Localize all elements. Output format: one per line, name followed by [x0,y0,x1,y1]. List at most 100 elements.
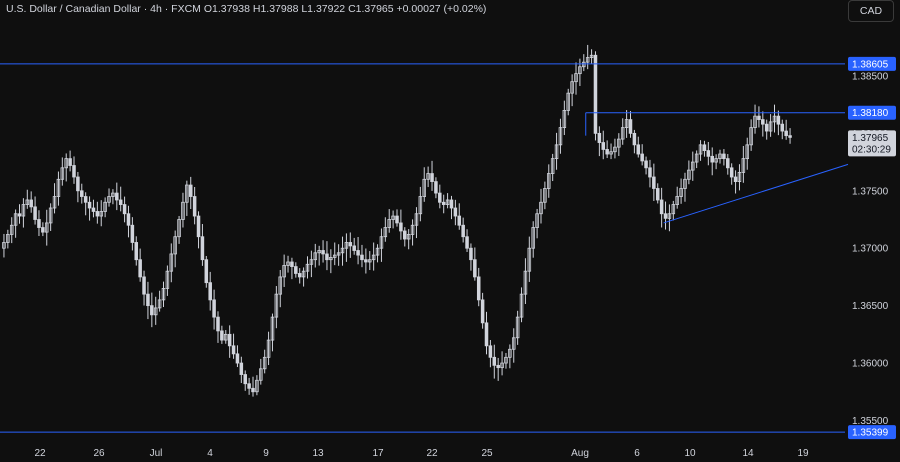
candle-body-78 [305,263,310,272]
ohlc-low: L1.37922 [301,3,346,15]
candle-body-32 [126,213,131,226]
candle-body-19 [76,176,80,192]
candle-body-56 [220,330,224,341]
candle-body-7 [29,199,33,208]
candle-body-12 [48,207,53,224]
candle-body-81 [317,250,321,254]
level-badge-label-0: 1.38605 [852,59,889,70]
chart-header: U.S. Dollar / Canadian Dollar · 4h · FXC… [6,3,486,15]
candle-body-122 [476,276,481,301]
candle-body-160 [624,119,629,129]
candle-body-183 [714,158,718,163]
candle-body-4 [17,213,22,217]
candle-body-84 [329,256,333,261]
candle-body-24 [95,211,100,217]
candle-body-21 [83,196,88,203]
candle-body-129 [504,356,508,364]
candle-body-98 [383,227,388,238]
candle-body-127 [496,364,500,369]
candle-body-201 [784,130,788,137]
candle-body-111 [434,181,438,194]
candle-body-82 [321,250,325,255]
currency-button[interactable]: CAD [848,0,894,22]
candle-body-95 [371,254,376,261]
candle-body-199 [776,115,781,125]
ohlc-high: H1.37988 [252,3,299,15]
candle-body-17 [68,158,72,166]
candle-body-104 [406,234,411,240]
candle-body-31 [122,204,127,215]
candle-body-92 [360,254,364,261]
candle-body-118 [461,224,465,238]
candle-body-0 [2,242,6,249]
candle-body-50 [196,215,201,238]
candle-body-27 [107,196,111,203]
candle-body-167 [652,176,656,189]
candle-body-116 [453,207,458,217]
candle-body-58 [227,333,232,347]
candle-body-109 [426,173,430,180]
candle-body-2 [9,224,14,235]
candle-body-30 [118,199,123,205]
candle-body-80 [313,252,318,261]
candle-body-194 [757,115,761,120]
candle-body-22 [87,201,92,209]
x-tick-label-1: 26 [93,448,105,459]
candle-body-126 [492,356,497,366]
candle-body-102 [399,222,403,232]
candle-body-172 [671,204,676,215]
candle-body-46 [181,201,185,220]
candle-body-83 [325,253,329,261]
candle-body-185 [722,153,726,160]
x-tick-label-12: 14 [742,448,754,459]
candle-body-200 [780,123,785,132]
candle-body-186 [726,158,730,169]
candle-body-141 [550,158,555,174]
candle-body-6 [25,199,30,205]
candle-body-188 [733,176,738,182]
y-tick-label-4: 1.36500 [852,301,889,312]
candle-body-15 [60,167,65,180]
candle-body-28 [111,192,115,197]
candle-body-151 [589,54,594,58]
candle-body-156 [609,151,613,155]
candle-body-89 [348,242,353,247]
candle-body-166 [648,167,652,178]
candle-body-154 [601,142,606,150]
candle-body-179 [698,144,703,155]
candle-body-42 [165,270,170,289]
candle-body-132 [515,316,520,339]
x-tick-label-11: 10 [684,448,696,459]
candle-body-180 [702,144,707,151]
candle-body-51 [200,236,205,261]
candle-body-144 [562,109,567,129]
candle-body-67 [262,356,267,370]
candle-body-86 [336,252,341,256]
candle-body-25 [99,211,103,217]
candle-body-34 [134,242,139,261]
candle-body-107 [418,196,423,215]
candle-body-130 [508,348,512,358]
candle-body-163 [636,144,641,155]
candle-body-37 [146,293,150,307]
candle-body-3 [13,213,18,226]
candle-body-162 [632,132,637,146]
candle-body-75 [294,266,298,274]
candle-body-114 [445,199,450,205]
x-tick-label-4: 9 [263,448,269,459]
candle-body-48 [188,184,193,197]
level-badge-2 [848,425,896,440]
candle-body-18 [72,165,76,178]
candle-body-123 [480,299,485,324]
x-tick-label-9: Aug [571,448,589,459]
candle-body-120 [469,247,473,261]
candle-body-54 [212,299,216,318]
candle-body-105 [410,224,415,235]
countdown-label: 02:30:29 [852,144,891,155]
candle-body-38 [150,305,154,316]
candle-body-103 [403,230,407,240]
candle-body-193 [753,115,757,129]
candle-body-153 [597,132,602,143]
candle-body-61 [239,362,244,375]
